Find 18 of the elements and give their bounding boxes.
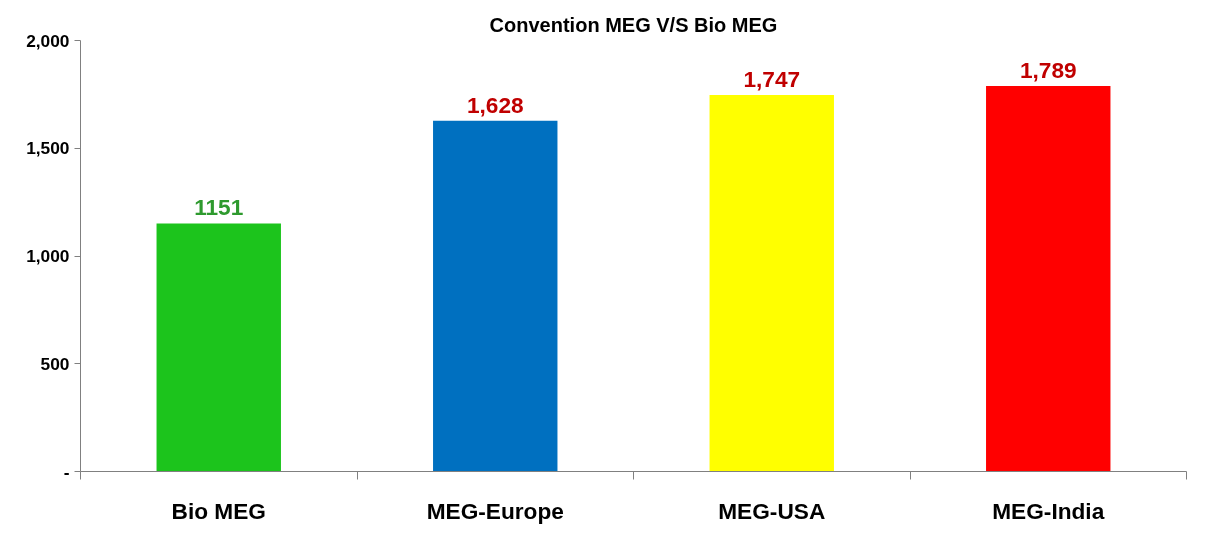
x-tick-label: Bio MEG [171, 497, 266, 524]
y-tick-label: 1,500 [26, 138, 70, 159]
x-tick-label: MEG-USA [718, 497, 826, 524]
bar [709, 95, 834, 472]
bar [433, 120, 558, 472]
bar [156, 223, 281, 472]
x-tick-label: MEG-India [992, 497, 1105, 524]
data-label: 1,789 [1019, 56, 1077, 83]
y-tick-label: 2,000 [26, 30, 70, 51]
data-label: 1,747 [743, 66, 801, 93]
bar [986, 85, 1111, 472]
y-tick-label: 500 [40, 353, 70, 374]
data-label: 1151 [194, 194, 244, 221]
y-tick-label: - [63, 461, 70, 482]
y-tick-label: 1,000 [26, 246, 70, 266]
chart-title: Convention MEG V/S Bio MEG [489, 13, 778, 36]
x-tick-label: MEG-Europe [426, 497, 564, 524]
data-label: 1,628 [466, 91, 524, 118]
